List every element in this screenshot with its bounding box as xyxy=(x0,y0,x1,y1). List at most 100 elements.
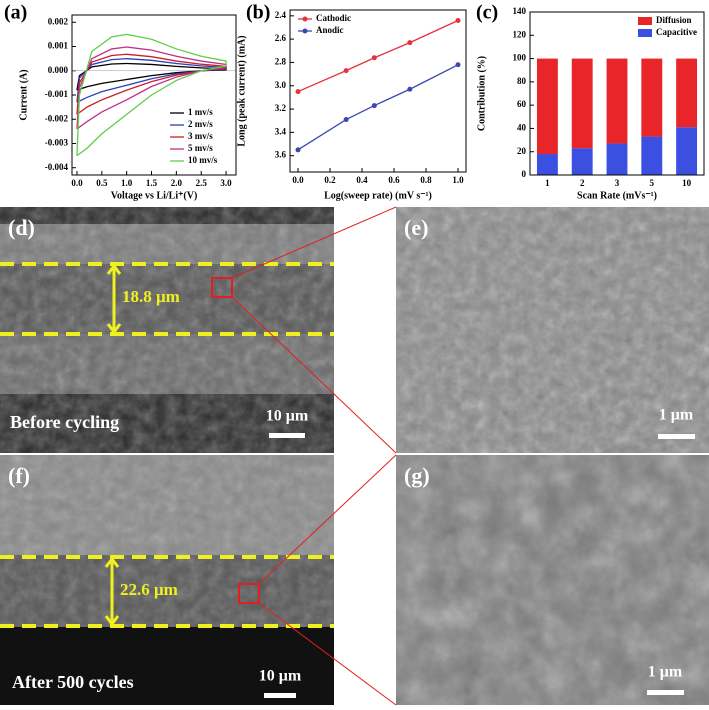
series-line xyxy=(76,33,227,157)
legend-label: Anodic xyxy=(316,25,344,35)
y-tick-label: 2.4 xyxy=(275,10,287,20)
zoom-line xyxy=(258,602,397,706)
panel-label: (d) xyxy=(8,215,35,240)
caption: After 500 cycles xyxy=(12,672,134,692)
x-tick-label: 2.5 xyxy=(196,178,208,188)
zoom-line xyxy=(231,296,397,454)
chart-panel: (a) Voltage vs Li/Li⁺(V) Current (A) -0.004… xyxy=(4,2,237,201)
point xyxy=(455,62,461,68)
bar xyxy=(641,136,663,175)
x-tick-label: 1 xyxy=(545,178,550,188)
point xyxy=(371,103,377,109)
zoom-line xyxy=(231,206,397,279)
bar xyxy=(571,148,593,175)
zoom-line xyxy=(258,454,397,585)
texture xyxy=(396,455,709,705)
bar xyxy=(676,127,698,175)
y-tick-label: 3.0 xyxy=(275,80,287,90)
legend-label: Capacitive xyxy=(656,27,697,37)
scale-bar-label: 10 μm xyxy=(266,408,309,425)
legend-label: Diffusion xyxy=(656,15,692,25)
x-tick-label: 0.8 xyxy=(420,175,432,185)
y-tick-label: -0.001 xyxy=(45,89,69,99)
y-tick-label: 2.8 xyxy=(275,57,287,67)
x-tick-label: 0.2 xyxy=(324,175,336,185)
bar xyxy=(676,58,698,128)
thickness-label: 22.6 μm xyxy=(120,580,178,599)
plot-frame xyxy=(529,11,705,176)
bar xyxy=(641,58,663,137)
y-tick-label: 80 xyxy=(517,76,527,86)
sem-image-f: 22.6 μm (f) After 500 cycles 10 μm xyxy=(0,455,334,705)
panel-label: (g) xyxy=(404,463,430,488)
x-tick-label: 0.4 xyxy=(356,175,368,185)
arrowheads xyxy=(106,263,122,335)
bar xyxy=(536,154,558,175)
legend-marker xyxy=(302,16,308,22)
scale-bar xyxy=(264,693,296,698)
arrowheads xyxy=(104,556,120,627)
x-tick-label: 3 xyxy=(615,178,620,188)
thickness-label: 18.8 μm xyxy=(122,287,180,306)
y-tick-label: 3.2 xyxy=(275,103,287,113)
x-tick-label: 1.0 xyxy=(452,175,464,185)
point xyxy=(455,17,461,23)
y-tick-label: 40 xyxy=(517,122,527,132)
x-tick-label: 2 xyxy=(580,178,585,188)
point xyxy=(343,117,349,123)
x-tick-label: 0.5 xyxy=(96,178,108,188)
panel-label: (e) xyxy=(404,215,428,240)
x-axis-label: Log(sweep rate) (mV s⁻¹) xyxy=(324,190,432,201)
point xyxy=(295,147,301,153)
legend-label: 3 mv/s xyxy=(188,131,213,141)
plot-frame xyxy=(289,9,467,173)
legend-label: 2 mv/s xyxy=(188,119,213,129)
scale-bar-label: 10 μm xyxy=(259,668,302,685)
legend-swatch xyxy=(638,29,652,37)
texture xyxy=(0,207,334,453)
x-tick-label: 5 xyxy=(650,178,655,188)
x-tick-label: 0.0 xyxy=(292,175,304,185)
y-tick-label: 140 xyxy=(513,6,527,16)
legend-swatch xyxy=(638,17,652,25)
bar xyxy=(571,58,593,149)
legend-label: 10 mv/s xyxy=(188,155,218,165)
panel-label: (c) xyxy=(476,2,498,24)
y-tick-label: 3.6 xyxy=(275,150,287,160)
point xyxy=(295,89,301,95)
x-tick-label: 1.5 xyxy=(146,178,158,188)
x-tick-label: 10 xyxy=(682,178,692,188)
bar xyxy=(606,143,628,175)
chart-panel: (b) Log(sweep rate) (mV s⁻¹) Long (peak cu… xyxy=(236,2,467,201)
x-tick-label: 0.0 xyxy=(71,178,83,188)
y-tick-label: 3.4 xyxy=(275,126,287,136)
legend-label: 1 mv/s xyxy=(188,107,213,117)
caption: Before cycling xyxy=(10,412,119,432)
y-tick-label: 0.002 xyxy=(48,16,69,26)
bar xyxy=(536,58,558,155)
y-tick-label: 60 xyxy=(517,99,527,109)
x-tick-label: 2.0 xyxy=(171,178,183,188)
y-tick-label: 20 xyxy=(517,146,527,156)
bar xyxy=(606,58,628,144)
y-axis-label: Contribution (%) xyxy=(476,56,487,131)
y-tick-label: 2.6 xyxy=(275,33,287,43)
legend-label: 5 mv/s xyxy=(188,143,213,153)
y-tick-label: 0.001 xyxy=(48,41,69,51)
point xyxy=(371,55,377,61)
sem-image-g: (g) 1 μm xyxy=(396,455,709,705)
scale-bar xyxy=(269,433,305,438)
point xyxy=(343,68,349,74)
x-tick-label: 1.0 xyxy=(121,178,133,188)
scale-bar xyxy=(647,690,684,695)
panel-label: (b) xyxy=(246,2,270,24)
chart-panel: (c) Scan Rate (mVs⁻¹) Contribution (%) 0 20 4… xyxy=(476,2,705,201)
legend-marker xyxy=(302,28,308,34)
panel-label: (a) xyxy=(4,2,27,24)
y-tick-label: -0.004 xyxy=(45,162,69,172)
y-tick-label: 0 xyxy=(522,169,527,179)
series-line xyxy=(297,64,459,151)
point xyxy=(407,40,413,46)
zoom-box xyxy=(211,277,233,298)
